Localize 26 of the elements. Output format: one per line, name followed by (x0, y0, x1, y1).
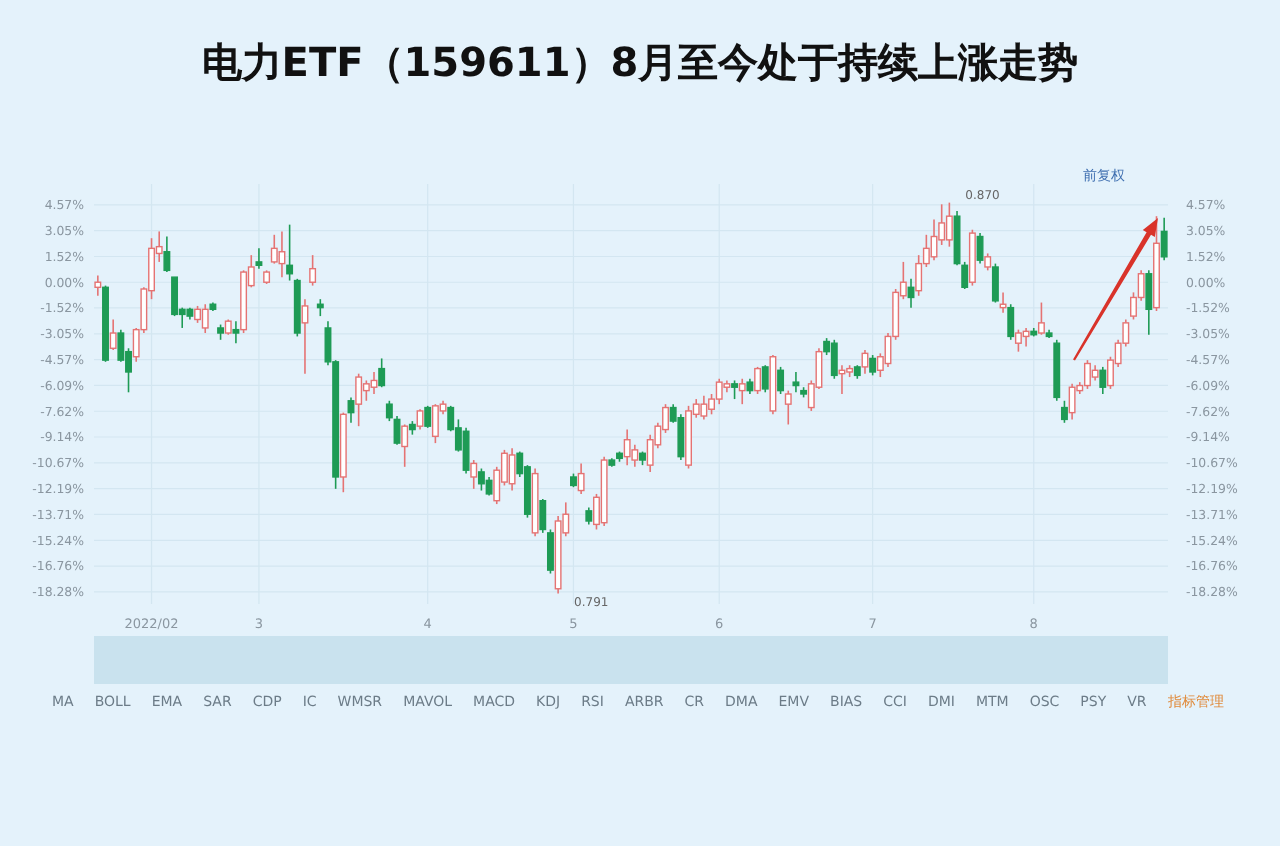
candlestick (1068, 383, 1076, 421)
candlestick (1099, 366, 1107, 395)
candlestick (738, 377, 746, 405)
candlestick (301, 298, 309, 375)
candlestick (462, 427, 470, 475)
candlestick (470, 459, 478, 490)
candlestick (577, 462, 585, 495)
candlestick (999, 291, 1007, 314)
candlestick (623, 428, 631, 466)
candlestick (201, 303, 209, 334)
candlestick (508, 447, 516, 492)
candlestick (723, 379, 731, 394)
candlestick (646, 433, 654, 473)
candlestick (677, 413, 685, 461)
candlestick (94, 274, 102, 297)
candlestick (792, 371, 800, 394)
candlestick (1007, 303, 1015, 341)
candlestick (278, 230, 286, 278)
candlestick (1022, 327, 1030, 348)
candlestick (255, 247, 263, 270)
candlestick (976, 232, 984, 265)
title: 电力ETF（159611）8月至今处于持续上涨走势 (201, 38, 1079, 86)
candlestick (232, 320, 240, 344)
candlestick (1145, 269, 1153, 336)
candlestick (631, 444, 639, 468)
candlestick (554, 515, 562, 595)
